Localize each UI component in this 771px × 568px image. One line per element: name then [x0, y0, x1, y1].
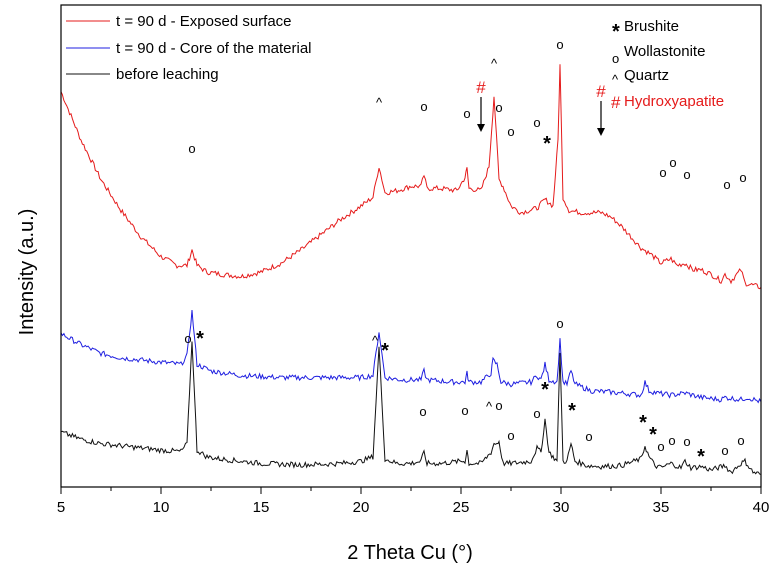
quartz-marker: ^: [486, 399, 493, 414]
wollastonite-marker: o: [723, 177, 730, 192]
phase-symbol-quartz: ^: [612, 72, 619, 87]
wollastonite-marker: o: [184, 331, 191, 346]
wollastonite-marker: o: [533, 115, 540, 130]
brushite-marker: *: [196, 328, 204, 350]
wollastonite-marker: o: [668, 433, 675, 448]
axes: 5 10 15 20 25 30 35 40: [57, 4, 770, 516]
phase-label-hydroxyapatite: Hydroxyapatite: [624, 93, 724, 110]
quartz-marker: ^: [491, 56, 498, 71]
hydroxyapatite-marker: #: [596, 82, 606, 101]
wollastonite-marker: o: [737, 433, 744, 448]
wollastonite-marker: o: [420, 99, 427, 114]
wollastonite-marker: o: [657, 439, 664, 454]
phase-label-quartz: Quartz: [624, 67, 669, 84]
series-line-core: [60, 310, 762, 404]
hydroxyapatite-arrowhead: [597, 128, 605, 136]
brushite-marker: *: [639, 412, 647, 434]
x-axis-title: 2 Theta Cu (°): [347, 542, 472, 564]
wollastonite-marker: o: [507, 124, 514, 139]
legend-label-before: before leaching: [116, 66, 219, 83]
wollastonite-marker: o: [683, 167, 690, 182]
wollastonite-marker: o: [669, 155, 676, 170]
phase-legend: * Brushite o Wollastonite ^ Quartz # Hyd…: [611, 18, 724, 112]
brushite-marker: *: [381, 340, 389, 362]
wollastonite-marker: o: [419, 404, 426, 419]
x-tick-label: 20: [353, 499, 370, 516]
legend-label-core: t = 90 d - Core of the material: [116, 40, 312, 57]
wollastonite-marker: o: [495, 100, 502, 115]
wollastonite-marker: o: [556, 37, 563, 52]
brushite-marker: *: [649, 424, 657, 446]
wollastonite-marker: o: [659, 165, 666, 180]
wollastonite-marker: o: [461, 403, 468, 418]
quartz-marker: ^: [376, 95, 383, 110]
x-tick-label: 35: [653, 499, 670, 516]
wollastonite-marker: o: [721, 443, 728, 458]
brushite-marker: *: [543, 133, 551, 155]
wollastonite-marker: o: [463, 106, 470, 121]
brushite-marker: *: [697, 446, 705, 468]
x-tick-label: 40: [753, 499, 770, 516]
phase-symbol-hydroxyapatite: #: [611, 93, 621, 112]
x-tick-label: 5: [57, 499, 65, 516]
wollastonite-marker: o: [683, 434, 690, 449]
quartz-marker: ^: [372, 333, 379, 348]
plot-area: [60, 64, 762, 475]
wollastonite-marker: o: [188, 141, 195, 156]
wollastonite-marker: o: [739, 170, 746, 185]
phase-label-brushite: Brushite: [624, 18, 679, 35]
brushite-marker: *: [541, 379, 549, 401]
series-legend: t = 90 d - Exposed surface t = 90 d - Co…: [66, 13, 312, 83]
y-axis-title: Intensity (a.u.): [16, 209, 38, 336]
x-tick-label: 10: [153, 499, 170, 516]
wollastonite-marker: o: [585, 429, 592, 444]
brushite-marker: *: [568, 400, 576, 422]
x-tick-label: 25: [453, 499, 470, 516]
series-line-exposed-surface: [60, 64, 762, 290]
hydroxyapatite-arrowhead: [477, 124, 485, 132]
hydroxyapatite-marker: #: [476, 78, 486, 97]
phase-label-wollastonite: Wollastonite: [624, 43, 705, 60]
wollastonite-marker: o: [556, 316, 563, 331]
phase-symbol-wollastonite: o: [612, 51, 619, 66]
series-line-before-leaching: [60, 341, 762, 475]
wollastonite-marker: o: [495, 398, 502, 413]
x-tick-label: 30: [553, 499, 570, 516]
legend-label-exposed: t = 90 d - Exposed surface: [116, 13, 292, 30]
phase-symbol-brushite: *: [612, 21, 620, 43]
wollastonite-marker: o: [507, 428, 514, 443]
x-tick-label: 15: [253, 499, 270, 516]
wollastonite-marker: o: [533, 406, 540, 421]
